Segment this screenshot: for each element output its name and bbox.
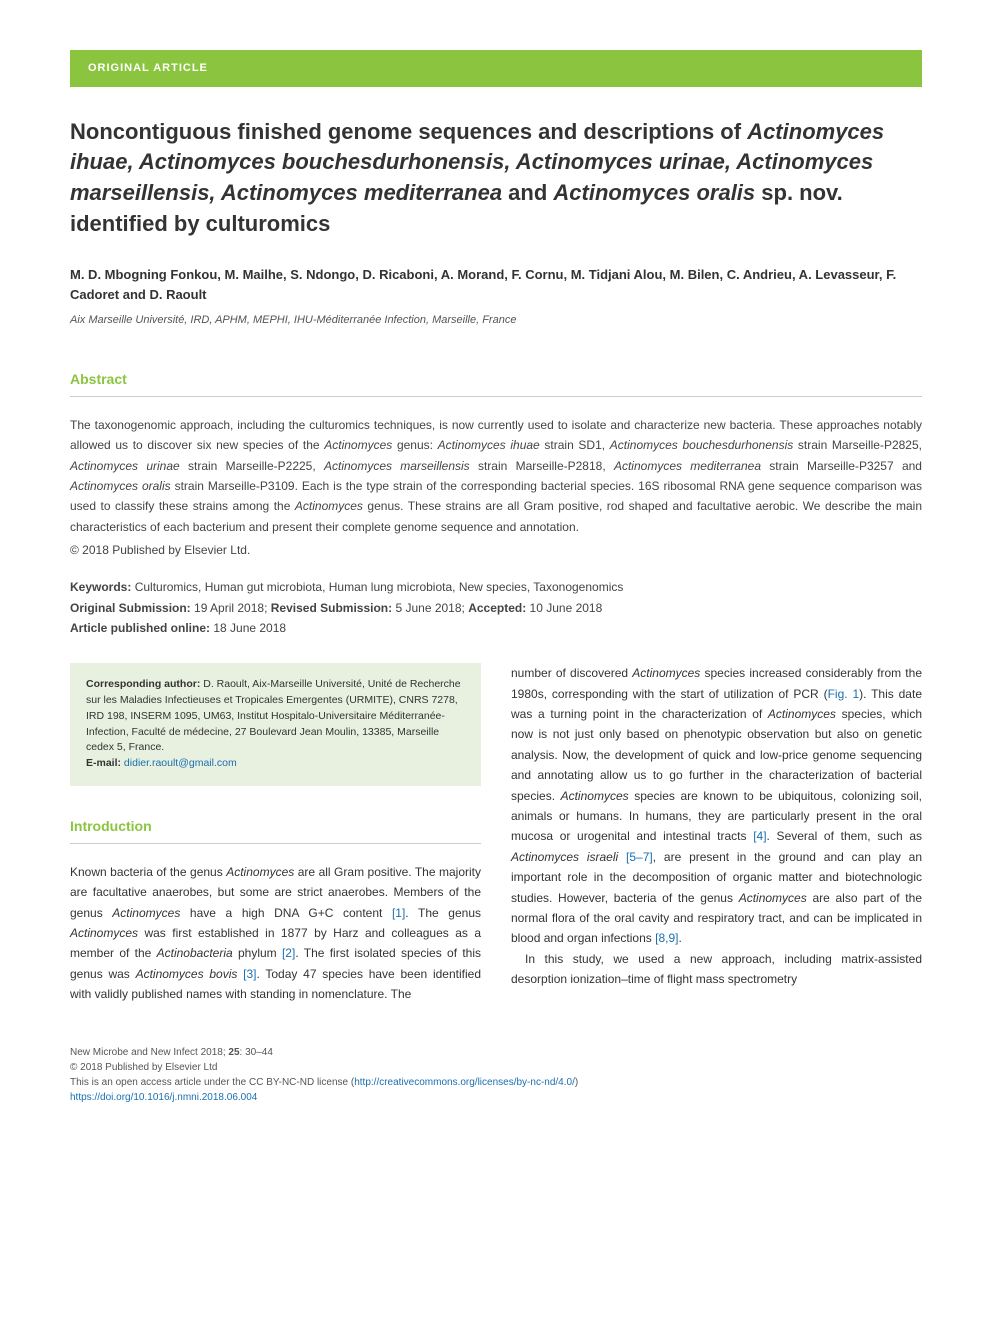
keywords-value: Culturomics, Human gut microbiota, Human…: [131, 580, 623, 594]
abs-frag: strain SD1,: [540, 438, 610, 452]
abs-frag: strain Marseille-P2818,: [470, 459, 614, 473]
publish-line: Article published online: 18 June 2018: [70, 618, 922, 638]
body-italic: Actinomyces: [739, 891, 807, 905]
body-italic: Actinomyces: [70, 926, 138, 940]
citation-link[interactable]: [3]: [243, 967, 256, 981]
body-italic: Actinomyces: [768, 707, 836, 721]
acc-value: 10 June 2018: [526, 601, 602, 615]
doi-link[interactable]: https://doi.org/10.1016/j.nmni.2018.06.0…: [70, 1090, 922, 1105]
title-prefix: Noncontiguous finished genome sequences …: [70, 119, 747, 144]
body-italic: Actinomyces israeli: [511, 850, 618, 864]
abstract-header: Abstract: [70, 369, 922, 397]
intro-paragraph-3: In this study, we used a new approach, i…: [511, 949, 922, 990]
license-link[interactable]: http://creativecommons.org/licenses/by-n…: [354, 1077, 575, 1088]
body-italic: Actinomyces: [561, 789, 629, 803]
footer-citation: New Microbe and New Infect 2018; 25: 30–…: [70, 1045, 922, 1060]
corr-label: Corresponding author:: [86, 678, 200, 690]
affiliation: Aix Marseille Université, IRD, APHM, MEP…: [70, 312, 922, 329]
abs-frag: strain Marseille-P3257 and: [761, 459, 922, 473]
abstract-text: The taxonogenomic approach, including th…: [70, 415, 922, 537]
citation-link[interactable]: [4]: [753, 829, 766, 843]
body-frag: .: [678, 931, 681, 945]
corr-email[interactable]: didier.raoult@gmail.com: [121, 757, 237, 769]
body-frag: number of discovered: [511, 666, 632, 680]
keywords-line: Keywords: Culturomics, Human gut microbi…: [70, 577, 922, 597]
body-frag: . The genus: [405, 906, 481, 920]
intro-paragraph-2: number of discovered Actinomyces species…: [511, 663, 922, 948]
pub-label: Article published online:: [70, 621, 210, 635]
corr-email-label: E-mail:: [86, 757, 121, 769]
author-list: M. D. Mbogning Fonkou, M. Mailhe, S. Ndo…: [70, 265, 922, 307]
citation-link[interactable]: [2]: [282, 946, 295, 960]
footer-copyright: © 2018 Published by Elsevier Ltd: [70, 1060, 922, 1075]
copyright-line: © 2018 Published by Elsevier Ltd.: [70, 541, 922, 559]
abs-italic: Actinomyces marseillensis: [324, 459, 470, 473]
body-frag: . Several of them, such as: [767, 829, 922, 843]
page-footer: New Microbe and New Infect 2018; 25: 30–…: [70, 1045, 922, 1105]
footer-vol: 25: [228, 1047, 239, 1058]
body-italic: Actinomyces: [632, 666, 700, 680]
abs-frag: strain Marseille-P2825,: [793, 438, 922, 452]
two-column-body: Corresponding author: D. Raoult, Aix-Mar…: [70, 663, 922, 1004]
rev-sub-label: Revised Submission:: [271, 601, 392, 615]
orig-sub-value: 19 April 2018;: [191, 601, 271, 615]
keywords-label: Keywords:: [70, 580, 131, 594]
abs-frag: strain Marseille-P2225,: [180, 459, 324, 473]
body-italic: Actinomyces: [226, 865, 294, 879]
abs-italic: Actinomyces: [295, 499, 363, 513]
abs-frag: genus:: [392, 438, 437, 452]
pub-value: 18 June 2018: [210, 621, 286, 635]
figure-link[interactable]: Fig. 1: [828, 687, 860, 701]
submission-line: Original Submission: 19 April 2018; Revi…: [70, 598, 922, 618]
citation-link[interactable]: [1]: [392, 906, 405, 920]
article-title: Noncontiguous finished genome sequences …: [70, 117, 922, 240]
title-mid: and: [502, 180, 553, 205]
title-species2: Actinomyces oralis: [553, 180, 755, 205]
corresponding-author-box: Corresponding author: D. Raoult, Aix-Mar…: [70, 663, 481, 786]
acc-label: Accepted:: [468, 601, 526, 615]
abs-italic: Actinomyces: [324, 438, 392, 452]
citation-link[interactable]: [5–7]: [626, 850, 653, 864]
body-frag: have a high DNA G+C content: [180, 906, 392, 920]
abs-italic: Actinomyces mediterranea: [614, 459, 761, 473]
abs-italic: Actinomyces bouchesdurhonensis: [610, 438, 793, 452]
abs-italic: Actinomyces oralis: [70, 479, 171, 493]
abs-italic: Actinomyces urinae: [70, 459, 180, 473]
keywords-block: Keywords: Culturomics, Human gut microbi…: [70, 577, 922, 638]
body-frag: [618, 850, 626, 864]
footer-frag: : 30–44: [240, 1047, 273, 1058]
left-column: Corresponding author: D. Raoult, Aix-Mar…: [70, 663, 481, 1004]
footer-frag: This is an open access article under the…: [70, 1077, 354, 1088]
body-frag: Known bacteria of the genus: [70, 865, 226, 879]
footer-frag: New Microbe and New Infect 2018;: [70, 1047, 228, 1058]
orig-sub-label: Original Submission:: [70, 601, 191, 615]
intro-header: Introduction: [70, 816, 481, 844]
article-type-banner: ORIGINAL ARTICLE: [70, 50, 922, 87]
body-italic: Actinomyces: [112, 906, 180, 920]
footer-frag: ): [575, 1077, 578, 1088]
body-frag: phylum: [233, 946, 282, 960]
body-italic: Actinobacteria: [157, 946, 233, 960]
intro-paragraph-1: Known bacteria of the genus Actinomyces …: [70, 862, 481, 1005]
rev-sub-value: 5 June 2018;: [392, 601, 468, 615]
citation-link[interactable]: [8,9]: [655, 931, 678, 945]
right-column: number of discovered Actinomyces species…: [511, 663, 922, 1004]
body-italic: Actinomyces bovis: [136, 967, 238, 981]
abs-italic: Actinomyces ihuae: [438, 438, 540, 452]
footer-license: This is an open access article under the…: [70, 1075, 922, 1090]
